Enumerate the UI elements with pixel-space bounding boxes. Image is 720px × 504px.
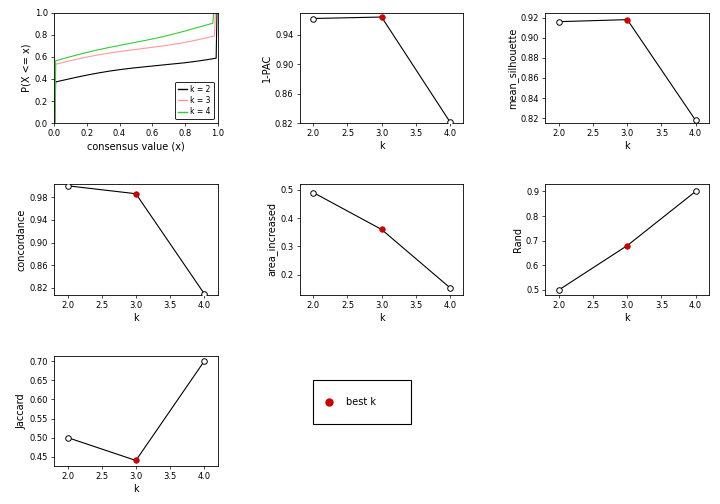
Y-axis label: 1-PAC: 1-PAC [262, 54, 272, 82]
X-axis label: k: k [624, 313, 630, 323]
Y-axis label: P(X <= x): P(X <= x) [22, 44, 32, 92]
X-axis label: consensus value (x): consensus value (x) [87, 141, 185, 151]
Text: best k: best k [346, 397, 376, 407]
X-axis label: k: k [133, 313, 139, 323]
Y-axis label: area_increased: area_increased [266, 203, 277, 276]
X-axis label: k: k [379, 313, 384, 323]
X-axis label: k: k [379, 141, 384, 151]
Y-axis label: Rand: Rand [513, 227, 523, 252]
Y-axis label: concordance: concordance [17, 208, 27, 271]
Legend: k = 2, k = 3, k = 4: k = 2, k = 3, k = 4 [175, 82, 214, 119]
X-axis label: k: k [624, 141, 630, 151]
X-axis label: k: k [133, 484, 139, 494]
Y-axis label: mean_silhouette: mean_silhouette [507, 27, 518, 108]
Y-axis label: Jaccard: Jaccard [17, 393, 27, 429]
